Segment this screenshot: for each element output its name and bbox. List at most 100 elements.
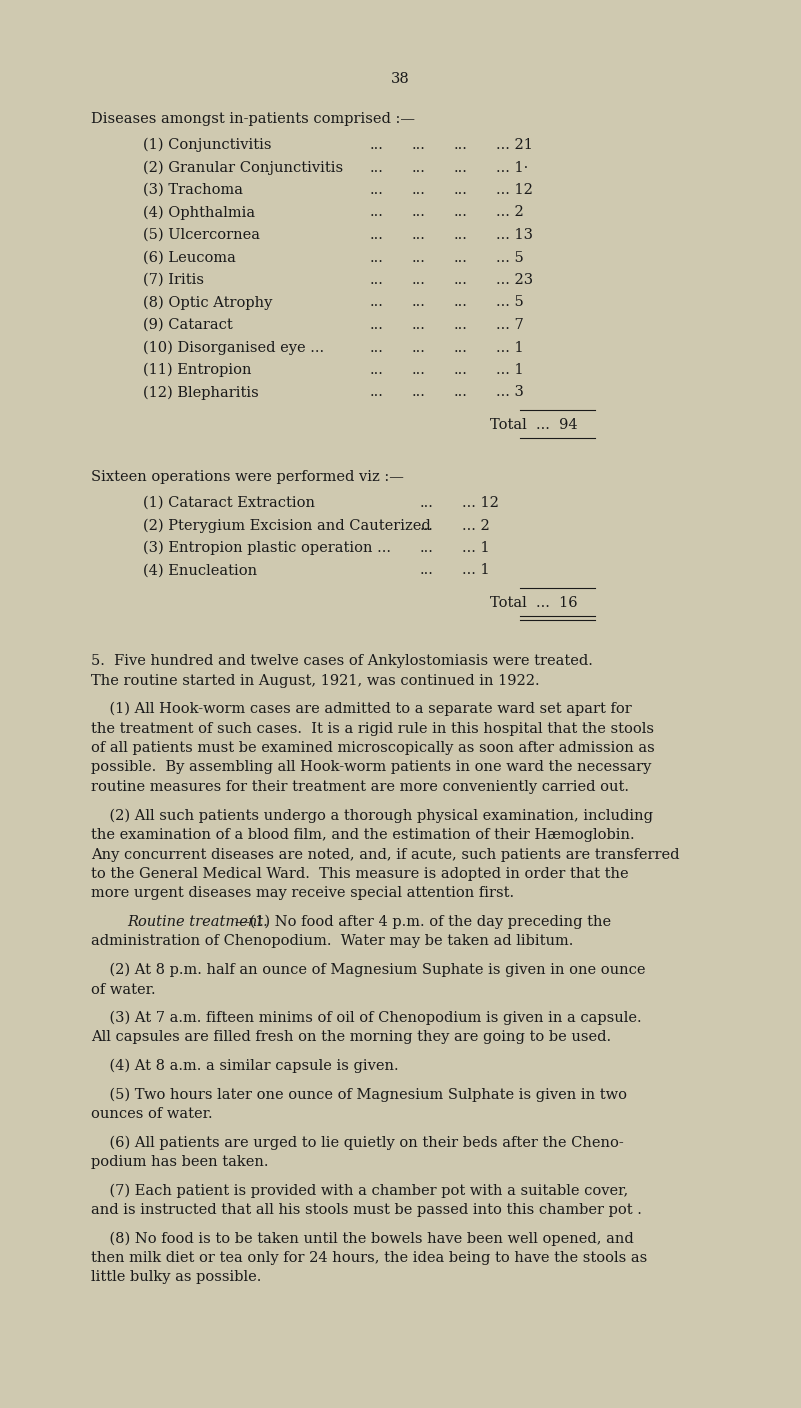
Text: ...: ... — [454, 206, 468, 220]
Text: (6) Leucoma: (6) Leucoma — [143, 251, 235, 265]
Text: Diseases amongst in-patients comprised :—: Diseases amongst in-patients comprised :… — [91, 113, 415, 125]
Text: of water.: of water. — [91, 983, 155, 997]
Text: 38: 38 — [391, 72, 410, 86]
Text: ... 1: ... 1 — [496, 363, 524, 377]
Text: ... 5: ... 5 — [496, 251, 524, 265]
Text: ...: ... — [454, 363, 468, 377]
Text: (3) Entropion plastic operation ...: (3) Entropion plastic operation ... — [143, 541, 391, 555]
Text: ...: ... — [370, 363, 384, 377]
Text: (12) Blepharitis: (12) Blepharitis — [143, 386, 259, 400]
Text: —(1) No food after 4 p.m. of the day preceding the: —(1) No food after 4 p.m. of the day pre… — [235, 915, 611, 929]
Text: (9) Cataract: (9) Cataract — [143, 318, 233, 332]
Text: ... 5: ... 5 — [496, 296, 524, 310]
Text: ... 1: ... 1 — [462, 563, 489, 577]
Text: routine measures for their treatment are more conveniently carried out.: routine measures for their treatment are… — [91, 780, 629, 794]
Text: ...: ... — [454, 341, 468, 355]
Text: ...: ... — [454, 138, 468, 152]
Text: ...: ... — [412, 228, 426, 242]
Text: (2) Pterygium Excision and Cauterized: (2) Pterygium Excision and Cauterized — [143, 518, 431, 532]
Text: possible.  By assembling all Hook-worm patients in one ward the necessary: possible. By assembling all Hook-worm pa… — [91, 760, 651, 774]
Text: ...: ... — [454, 251, 468, 265]
Text: (7) Iritis: (7) Iritis — [143, 273, 204, 287]
Text: ...: ... — [412, 296, 426, 310]
Text: ... 12: ... 12 — [496, 183, 533, 197]
Text: ...: ... — [412, 138, 426, 152]
Text: ...: ... — [454, 296, 468, 310]
Text: ...: ... — [412, 341, 426, 355]
Text: ...: ... — [454, 161, 468, 175]
Text: ... 23: ... 23 — [496, 273, 533, 287]
Text: ... 1: ... 1 — [496, 341, 524, 355]
Text: (5) Ulcercornea: (5) Ulcercornea — [143, 228, 260, 242]
Text: to the General Medical Ward.  This measure is adopted in order that the: to the General Medical Ward. This measur… — [91, 867, 629, 881]
Text: ... 2: ... 2 — [496, 206, 524, 220]
Text: (6) All patients are urged to lie quietly on their beds after the Cheno-: (6) All patients are urged to lie quietl… — [91, 1135, 624, 1150]
Text: (4) At 8 a.m. a similar capsule is given.: (4) At 8 a.m. a similar capsule is given… — [91, 1059, 399, 1073]
Text: (7) Each patient is provided with a chamber pot with a suitable cover,: (7) Each patient is provided with a cham… — [91, 1184, 628, 1198]
Text: (11) Entropion: (11) Entropion — [143, 363, 252, 377]
Text: ...: ... — [412, 161, 426, 175]
Text: ... 1·: ... 1· — [496, 161, 528, 175]
Text: ... 3: ... 3 — [496, 386, 524, 400]
Text: podium has been taken.: podium has been taken. — [91, 1155, 268, 1169]
Text: ...: ... — [420, 496, 434, 510]
Text: Total  ...  94: Total ... 94 — [490, 418, 578, 432]
Text: (1) Conjunctivitis: (1) Conjunctivitis — [143, 138, 272, 152]
Text: (8) No food is to be taken until the bowels have been well opened, and: (8) No food is to be taken until the bow… — [91, 1232, 634, 1246]
Text: (1) Cataract Extraction: (1) Cataract Extraction — [143, 496, 315, 510]
Text: ...: ... — [420, 541, 434, 555]
Text: ...: ... — [370, 341, 384, 355]
Text: ...: ... — [370, 273, 384, 287]
Text: (3) At 7 a.m. fifteen minims of oil of Chenopodium is given in a capsule.: (3) At 7 a.m. fifteen minims of oil of C… — [91, 1011, 642, 1025]
Text: ...: ... — [370, 318, 384, 332]
Text: then milk diet or tea only for 24 hours, the idea being to have the stools as: then milk diet or tea only for 24 hours,… — [91, 1250, 647, 1264]
Text: The routine started in August, 1921, was continued in 1922.: The routine started in August, 1921, was… — [91, 673, 540, 687]
Text: (3) Trachoma: (3) Trachoma — [143, 183, 243, 197]
Text: ...: ... — [454, 183, 468, 197]
Text: (2) At 8 p.m. half an ounce of Magnesium Suphate is given in one ounce: (2) At 8 p.m. half an ounce of Magnesium… — [91, 963, 646, 977]
Text: more urgent diseases may receive special attention first.: more urgent diseases may receive special… — [91, 887, 514, 901]
Text: ...: ... — [412, 251, 426, 265]
Text: (2) All such patients undergo a thorough physical examination, including: (2) All such patients undergo a thorough… — [91, 808, 653, 822]
Text: ... 12: ... 12 — [462, 496, 499, 510]
Text: ...: ... — [454, 386, 468, 400]
Text: ...: ... — [454, 318, 468, 332]
Text: ...: ... — [370, 296, 384, 310]
Text: ...: ... — [420, 563, 434, 577]
Text: ...: ... — [370, 386, 384, 400]
Text: ...: ... — [454, 228, 468, 242]
Text: the examination of a blood film, and the estimation of their Hæmoglobin.: the examination of a blood film, and the… — [91, 828, 634, 842]
Text: ...: ... — [412, 273, 426, 287]
Text: ounces of water.: ounces of water. — [91, 1107, 212, 1121]
Text: Total  ...  16: Total ... 16 — [490, 596, 578, 610]
Text: ...: ... — [370, 138, 384, 152]
Text: ... 13: ... 13 — [496, 228, 533, 242]
Text: ...: ... — [412, 206, 426, 220]
Text: ... 21: ... 21 — [496, 138, 533, 152]
Text: ...: ... — [454, 273, 468, 287]
Text: (8) Optic Atrophy: (8) Optic Atrophy — [143, 296, 272, 310]
Text: Sixteen operations were performed viz :—: Sixteen operations were performed viz :— — [91, 470, 404, 484]
Text: (4) Enucleation: (4) Enucleation — [143, 563, 257, 577]
Text: ...: ... — [412, 183, 426, 197]
Text: ... 1: ... 1 — [462, 541, 489, 555]
Text: (2) Granular Conjunctivitis: (2) Granular Conjunctivitis — [143, 161, 343, 175]
Text: ...: ... — [370, 251, 384, 265]
Text: ...: ... — [370, 183, 384, 197]
Text: administration of Chenopodium.  Water may be taken ad libitum.: administration of Chenopodium. Water may… — [91, 935, 574, 949]
Text: ... 2: ... 2 — [462, 518, 489, 532]
Text: ...: ... — [412, 318, 426, 332]
Text: little bulky as possible.: little bulky as possible. — [91, 1270, 261, 1284]
Text: ...: ... — [370, 228, 384, 242]
Text: ...: ... — [370, 206, 384, 220]
Text: All capsules are filled fresh on the morning they are going to be used.: All capsules are filled fresh on the mor… — [91, 1031, 611, 1045]
Text: (10) Disorganised eye ...: (10) Disorganised eye ... — [143, 341, 324, 355]
Text: 5.  Five hundred and twelve cases of Ankylostomiasis were treated.: 5. Five hundred and twelve cases of Anky… — [91, 653, 593, 667]
Text: of all patients must be examined microscopically as soon after admission as: of all patients must be examined microsc… — [91, 741, 654, 755]
Text: ...: ... — [412, 363, 426, 377]
Text: (1) All Hook-worm cases are admitted to a separate ward set apart for: (1) All Hook-worm cases are admitted to … — [91, 703, 632, 717]
Text: the treatment of such cases.  It is a rigid rule in this hospital that the stool: the treatment of such cases. It is a rig… — [91, 721, 654, 735]
Text: (5) Two hours later one ounce of Magnesium Sulphate is given in two: (5) Two hours later one ounce of Magnesi… — [91, 1087, 627, 1102]
Text: ... 7: ... 7 — [496, 318, 524, 332]
Text: ...: ... — [420, 518, 434, 532]
